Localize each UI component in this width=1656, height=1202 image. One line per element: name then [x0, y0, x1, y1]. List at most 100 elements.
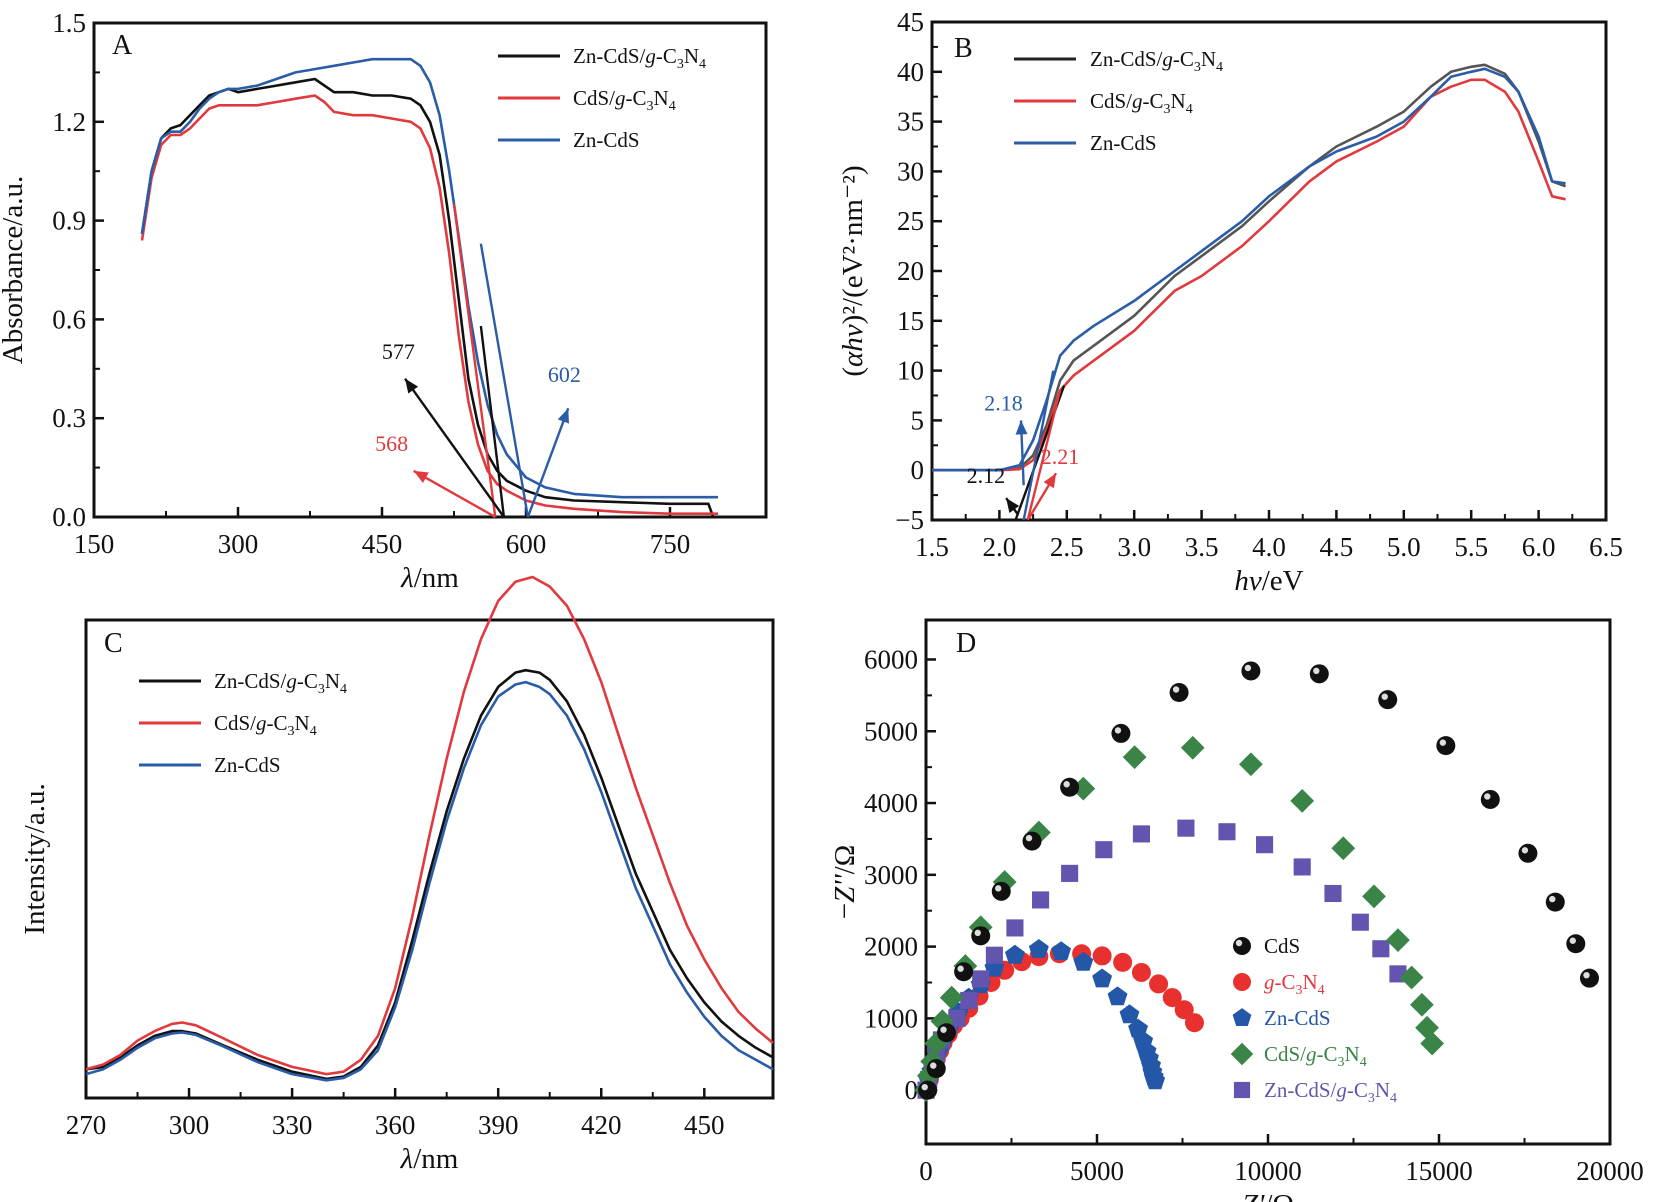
x-tick-label: 330 [272, 1110, 313, 1140]
legend-label-part: CdS/ [1264, 1042, 1306, 1066]
marker-sphere-highlight [1025, 834, 1033, 842]
x-tick-label: 6.0 [1522, 532, 1556, 562]
legend-label-part: -C [1347, 1078, 1368, 1102]
marker-diamond [1230, 1042, 1254, 1066]
legend-label-italic: g [1264, 970, 1275, 994]
x-axis-title-unit: /nm [413, 1143, 459, 1175]
legend-subscript: 3 [1338, 1055, 1345, 1070]
marker-sphere [1436, 736, 1456, 756]
marker-sphere [1241, 661, 1261, 681]
legend-label-part: Zn-CdS/ [1090, 47, 1163, 71]
legend-label-italic: g [1306, 1042, 1317, 1066]
legend-subscript: 4 [1390, 1091, 1397, 1106]
annotation-arrow-head [413, 470, 429, 484]
panel-letter-c: C [104, 628, 123, 659]
marker-square [1351, 913, 1369, 931]
marker-sphere-highlight [1549, 895, 1556, 903]
marker-diamond [1420, 1031, 1445, 1056]
y-tick-label: 1.5 [52, 8, 86, 38]
series-line-zn-cds [932, 67, 1566, 472]
legend-label-part: -C [626, 86, 647, 110]
marker-sphere-highlight [1484, 793, 1491, 800]
marker-pentagon [1145, 1070, 1166, 1090]
legend-subscript: 4 [1186, 102, 1193, 117]
plot-frame [930, 20, 1608, 522]
annotation-arrow-shaft [526, 407, 570, 518]
marker-diamond [1386, 928, 1410, 953]
legend-subscript: 4 [310, 724, 317, 739]
panel-d-eis-nyquist: D 0 5000 10000 15000 20000 0 1000 2000 3000 4000 5… [829, 618, 1644, 1202]
legend-label: Zn-CdS/g-C3N4 [1090, 47, 1223, 75]
legend-label-part: Zn-CdS/ [214, 669, 287, 693]
marker-sphere [1545, 892, 1565, 912]
marker-square [960, 991, 978, 1009]
marker-sphere-highlight [995, 885, 1002, 892]
marker-sphere [1022, 831, 1042, 851]
legend-subscript: 3 [647, 99, 654, 114]
marker-sphere-highlight [974, 929, 981, 937]
marker-diamond [1290, 789, 1315, 813]
x-tick-label: 420 [581, 1110, 622, 1140]
legend-subscript: 3 [1368, 1091, 1375, 1106]
marker-circle [1131, 962, 1151, 982]
legend-label-part: N [1345, 1042, 1360, 1066]
x-axis-title-italic: hv [1234, 565, 1262, 597]
marker-sphere [1378, 690, 1398, 710]
x-tick-label: 150 [74, 529, 115, 559]
x-axis-title-italic: λ [400, 562, 414, 594]
marker-circle [1162, 988, 1182, 1008]
legend-label-part: -C [267, 711, 288, 735]
y-tick-label: 0.6 [52, 304, 86, 334]
x-tick-label: 300 [218, 529, 259, 559]
y-tick-label: 6000 [864, 644, 918, 674]
marker-sphere [1233, 937, 1251, 955]
legend-label: Zn-CdS [573, 128, 640, 152]
legend-label-part: -C [1143, 89, 1164, 113]
legend-label-italic: g [1132, 89, 1143, 113]
annotation-label: 602 [548, 362, 581, 387]
marker-circle [1092, 946, 1112, 966]
marker-sphere-highlight [1313, 667, 1320, 675]
y-tick-label: 0.3 [52, 403, 86, 433]
series-line-cds-g-c3n4 [85, 575, 774, 1076]
marker-sphere-highlight [1569, 937, 1577, 944]
x-tick-label: 450 [362, 529, 403, 559]
annotation-arrow-head [1043, 473, 1057, 489]
legend-label-part: N [684, 44, 699, 68]
y-tick-label: 15 [897, 306, 924, 336]
legend-label-part: N [1375, 1078, 1390, 1102]
marker-sphere [1579, 968, 1599, 988]
y-axis-title-part: − [829, 903, 861, 919]
legend-subscript: 4 [1318, 983, 1325, 998]
marker-square [985, 946, 1003, 964]
marker-sphere-highlight [930, 1062, 937, 1069]
annotation-label: 2.21 [1041, 444, 1080, 469]
marker-sphere [1111, 723, 1131, 743]
x-axis-title-unit: /Ω [1264, 1189, 1294, 1202]
marker-sphere-highlight [1244, 664, 1252, 672]
x-tick-label: 750 [650, 529, 691, 559]
legend-label-part: -C [1275, 970, 1296, 994]
marker-sphere-highlight [940, 1026, 947, 1033]
marker-sphere [971, 926, 991, 946]
legend-label-part: Zn-CdS [573, 128, 640, 152]
legend-label: Zn-CdS [214, 753, 281, 777]
marker-diamond [1122, 745, 1147, 769]
y-axis-title-part: )²/(eV²·nm⁻²) [837, 165, 869, 324]
legend-label-italic: g [1162, 47, 1173, 71]
marker-pentagon [1119, 1004, 1140, 1024]
legend-label-part: N [654, 86, 669, 110]
x-tick-label: 1.5 [915, 532, 949, 562]
marker-diamond [1410, 992, 1434, 1017]
marker-square [1218, 823, 1236, 841]
y-axis-title: Intensity/a.u. [19, 783, 51, 934]
y-tick-label: 4000 [864, 788, 918, 818]
marker-sphere-highlight [1235, 939, 1243, 947]
y-tick-label: 0 [911, 455, 925, 485]
x-tick-label: 20000 [1576, 1156, 1644, 1186]
legend-label: Zn-CdS/g-C3N4 [1264, 1078, 1397, 1106]
marker-diamond [1362, 884, 1386, 909]
legend-subscript: 4 [340, 682, 347, 697]
y-tick-label: 0.0 [52, 502, 86, 532]
y-tick-label: 0.9 [52, 206, 86, 236]
